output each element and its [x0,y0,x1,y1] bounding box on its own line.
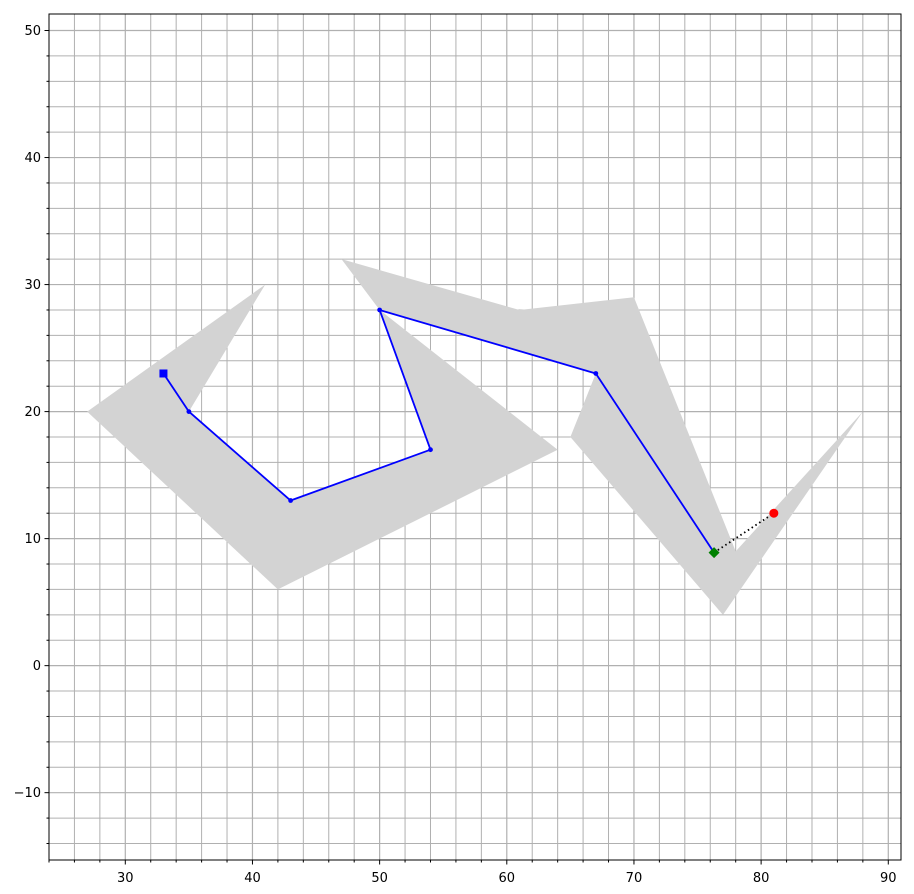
goal-marker [769,508,779,518]
y-tick-label: 10 [24,532,41,547]
path-layer [162,307,775,554]
obstacle-polygon [341,259,863,615]
goal-link-line [713,512,775,554]
y-tick-label: 30 [24,278,41,293]
obstacle-polygon [87,284,558,590]
path-vertex-point [593,371,599,376]
path-vertex-point [428,447,433,453]
x-axis: 30 40 50 60 70 80 90 [48,860,897,886]
end-marker [708,547,720,559]
y-tick-label: −10 [14,786,41,801]
path-vertex-point [186,409,192,414]
y-tick-label: 0 [33,659,41,674]
x-tick-label: 90 [880,871,897,886]
x-tick-label: 30 [117,871,134,886]
x-tick-label: 70 [626,871,643,886]
minor-grid [48,14,901,860]
y-axis: −10 0 10 20 30 40 50 [14,24,49,844]
markers [159,369,779,559]
x-tick-label: 80 [753,871,770,886]
x-tick-label: 40 [244,871,261,886]
path-vertex-point [288,498,294,503]
y-tick-label: 50 [24,24,41,39]
x-tick-label: 50 [371,871,388,886]
start-marker [159,369,168,378]
y-tick-label: 40 [24,151,41,166]
path-vertex-point [377,307,383,313]
obstacles [87,259,863,615]
y-tick-label: 20 [24,405,41,420]
x-tick-label: 60 [499,871,516,886]
